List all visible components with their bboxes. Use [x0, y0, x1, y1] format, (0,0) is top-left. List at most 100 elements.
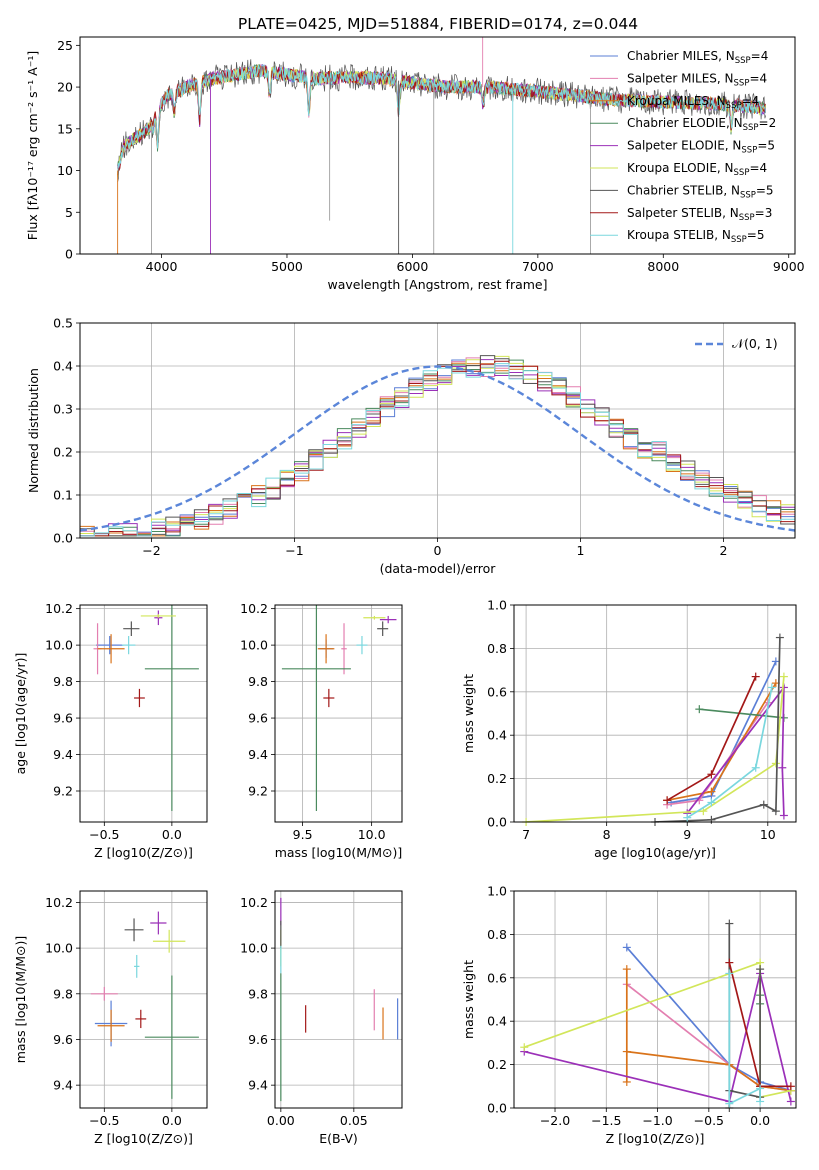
legend-label: 𝒩(0, 1): [732, 336, 778, 351]
weight-line-4: [524, 973, 792, 1103]
x-tick-label: 0.0: [162, 1113, 182, 1128]
y-tick-label: 1.0: [487, 884, 507, 899]
y-tick-label: 9.4: [248, 747, 268, 762]
y-tick-label: 5: [65, 205, 73, 220]
x-axis-label: (data-model)/error: [380, 561, 497, 576]
y-tick-label: 9.8: [248, 986, 268, 1001]
legend-label: Salpeter STELIB, NSSP=3: [627, 206, 772, 223]
y-tick-label: 10.0: [240, 941, 268, 956]
x-axis-label: wavelength [Angstrom, rest frame]: [327, 277, 547, 292]
x-tick-label: 9: [683, 827, 691, 842]
y-tick-label: 20: [57, 80, 73, 95]
spectrum-panel: 4000 5000 6000 7000 8000 9000 0 5 10 15 20 25 wavele…: [25, 36, 805, 292]
legend-label-main: Kroupa STELIB, N: [627, 228, 731, 242]
weight-vs-age-panel: 7 8 9 10 0.0 0.2 0.4 0.6 0.8 1.0 age [log10(age/yr…: [461, 598, 797, 860]
y-tick-label: 1.0: [487, 598, 507, 613]
legend-label-tail: =4: [749, 161, 767, 175]
legend-label-tail: =5: [756, 183, 774, 197]
y-tick-label: 10.2: [240, 601, 268, 616]
y-tick-label: 0.4: [487, 1014, 507, 1029]
y-tick-label: 9.6: [53, 1032, 73, 1047]
legend-label-sub: SSP: [734, 78, 750, 88]
histogram-step-8: [80, 363, 795, 537]
legend-label-sub: SSP: [739, 213, 755, 223]
y-tick-label: 15: [57, 121, 73, 136]
legend-label-sub: SSP: [726, 101, 742, 111]
y-tick-label: 9.6: [248, 711, 268, 726]
y-tick-label: 0.8: [487, 927, 507, 942]
y-tick-label: 0.3: [53, 402, 73, 417]
x-tick-label: −0.5: [89, 1113, 119, 1128]
x-tick-label: 0.05: [340, 1113, 368, 1128]
y-tick-label: 10.2: [240, 895, 268, 910]
axes-frame: [274, 604, 403, 823]
legend-label-sub: SSP: [741, 146, 757, 156]
y-axis-label: age [log10(age/yr)]: [13, 653, 28, 775]
y-tick-label: 9.6: [53, 711, 73, 726]
y-tick-label: 10: [57, 163, 73, 178]
y-tick-label: 0.0: [487, 1101, 507, 1116]
x-tick-label: 7: [522, 827, 530, 842]
y-axis-label: mass [log10(M/M⊙)]: [13, 936, 28, 1064]
x-tick-label: −2: [142, 543, 160, 558]
y-axis-label: Flux [fλ10⁻¹⁷ erg cm⁻² s⁻¹ A⁻¹]: [25, 51, 40, 240]
weight-line-6: [654, 637, 781, 822]
legend-label-main: Salpeter ELODIE, N: [627, 139, 741, 153]
y-tick-label: 0.6: [487, 970, 507, 985]
x-tick-label: 0: [434, 543, 442, 558]
legend-label: Kroupa STELIB, NSSP=5: [627, 228, 765, 245]
x-tick-label: −0.5: [89, 827, 119, 842]
x-tick-label: 0.00: [267, 1113, 295, 1128]
y-tick-label: 0.4: [53, 359, 73, 374]
axes-frame: [79, 890, 208, 1109]
x-tick-label: 10: [760, 827, 776, 842]
y-tick-label: 9.2: [53, 784, 73, 799]
y-tick-label: 0.1: [53, 488, 73, 503]
y-tick-label: 10.2: [45, 895, 73, 910]
y-tick-label: 9.4: [248, 1078, 268, 1093]
legend-label-tail: =2: [759, 116, 777, 130]
y-tick-label: 0.5: [53, 316, 73, 331]
y-tick-label: 0: [65, 247, 73, 262]
legend-label-main: Kroupa MILES, N: [627, 94, 726, 108]
weight-line-8: [728, 973, 761, 1106]
x-tick-label: 5000: [271, 259, 303, 274]
axes-frame: [513, 890, 797, 1109]
legend-label: Kroupa MILES, NSSP=4: [627, 94, 759, 111]
x-tick-label: 9000: [773, 259, 805, 274]
y-tick-label: 9.4: [53, 1078, 73, 1093]
y-axis-label: Normed distribution: [26, 368, 41, 493]
y-tick-label: 0.2: [487, 1057, 507, 1072]
legend-label-sub: SSP: [740, 190, 756, 200]
axes-frame: [79, 322, 796, 539]
x-tick-label: −2.0: [540, 1113, 570, 1128]
legend-label-tail: =5: [757, 139, 775, 153]
legend-label-sub: SSP: [735, 56, 751, 66]
legend-label: Kroupa ELODIE, NSSP=4: [627, 161, 767, 178]
y-tick-label: 0.8: [487, 641, 507, 656]
y-tick-label: 0.2: [53, 445, 73, 460]
legend-label: Salpeter ELODIE, NSSP=5: [627, 139, 775, 156]
y-tick-label: 9.8: [53, 674, 73, 689]
y-tick-label: 10.0: [45, 638, 73, 653]
figure-title: PLATE=0425, MJD=51884, FIBERID=0174, z=0…: [238, 15, 638, 33]
weight-line-0: [670, 661, 777, 804]
legend-label: Salpeter MILES, NSSP=4: [627, 71, 767, 88]
spectrum-legend: Chabrier MILES, NSSP=4 Salpeter MILES, NS…: [590, 49, 776, 245]
age-vs-mass-panel: 9.5 10.0 9.2 9.4 9.6 9.8 10.0 10.2 mass [log10(M…: [240, 601, 403, 860]
weight-line-5: [526, 676, 785, 822]
weight-line-2: [666, 682, 777, 802]
legend-label: Chabrier STELIB, NSSP=5: [627, 183, 774, 200]
x-axis-label: Z [log10(Z/Z⊙)]: [94, 1131, 193, 1146]
legend-label-tail: =4: [751, 49, 769, 63]
weight-vs-metallicity-panel: −2.0 −1.5 −1.0 −0.5 0.0 0.0 0.2 0.4 0.6 0.8 1.0 Z […: [461, 884, 797, 1146]
x-tick-label: 0.0: [750, 1113, 770, 1128]
x-axis-label: Z [log10(Z/Z⊙)]: [94, 845, 193, 860]
legend-label: Chabrier MILES, NSSP=4: [627, 49, 768, 66]
axes-frame: [79, 36, 796, 255]
y-axis-label: mass weight: [461, 674, 476, 753]
mass-vs-reddening-panel: 0.00 0.05 9.4 9.6 9.8 10.0 10.2 E(B-V): [240, 890, 403, 1146]
legend-label-main: Kroupa ELODIE, N: [627, 161, 734, 175]
y-tick-label: 25: [57, 38, 73, 53]
